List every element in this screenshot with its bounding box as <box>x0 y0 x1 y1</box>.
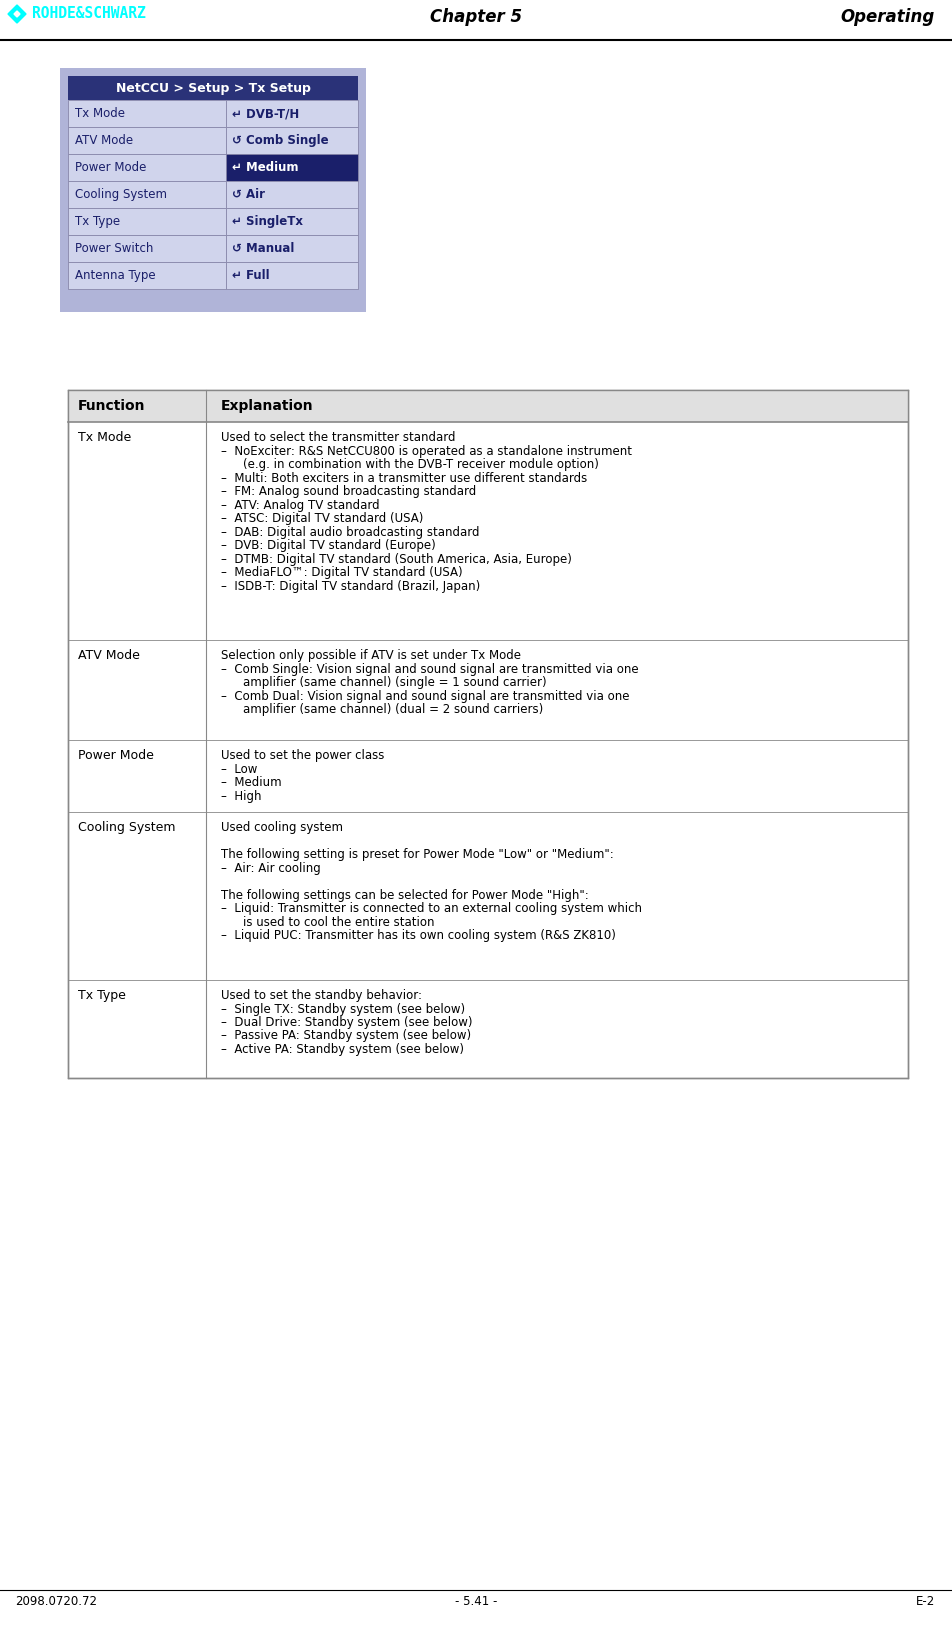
Bar <box>68 155 226 181</box>
Bar <box>226 209 358 235</box>
Text: Power Mode: Power Mode <box>75 161 147 174</box>
Text: –  ATV: Analog TV standard: – ATV: Analog TV standard <box>221 498 380 512</box>
Text: Cooling System: Cooling System <box>78 821 175 834</box>
Text: Operating: Operating <box>841 8 935 26</box>
Text: The following settings can be selected for Power Mode "High":: The following settings can be selected f… <box>221 888 588 901</box>
Text: Tx Type: Tx Type <box>78 989 126 1002</box>
Bar <box>68 77 358 99</box>
Bar <box>226 127 358 155</box>
Text: ↺ Air: ↺ Air <box>232 187 265 200</box>
Text: –  NoExciter: R&S NetCCU800 is operated as a standalone instrument: – NoExciter: R&S NetCCU800 is operated a… <box>221 445 632 458</box>
Text: –  ATSC: Digital TV standard (USA): – ATSC: Digital TV standard (USA) <box>221 512 424 525</box>
Text: –  Comb Single: Vision signal and sound signal are transmitted via one: – Comb Single: Vision signal and sound s… <box>221 663 639 676</box>
Text: amplifier (same channel) (single = 1 sound carrier): amplifier (same channel) (single = 1 sou… <box>243 676 546 689</box>
Text: Cooling System: Cooling System <box>75 187 167 200</box>
Text: - 5.41 -: - 5.41 - <box>455 1595 497 1608</box>
Text: Selection only possible if ATV is set under Tx Mode: Selection only possible if ATV is set un… <box>221 648 521 661</box>
Text: Tx Type: Tx Type <box>75 215 120 228</box>
Text: Used to set the power class: Used to set the power class <box>221 749 385 762</box>
Text: E-2: E-2 <box>916 1595 935 1608</box>
Text: The following setting is preset for Power Mode "Low" or "Medium":: The following setting is preset for Powe… <box>221 849 614 862</box>
Text: ↵ SingleTx: ↵ SingleTx <box>232 215 303 228</box>
Text: –  Medium: – Medium <box>221 775 282 788</box>
Text: –  DAB: Digital audio broadcasting standard: – DAB: Digital audio broadcasting standa… <box>221 526 480 539</box>
Bar <box>226 99 358 127</box>
Text: Power Switch: Power Switch <box>75 243 153 256</box>
Text: ↵ Full: ↵ Full <box>232 269 269 282</box>
Text: (e.g. in combination with the DVB-T receiver module option): (e.g. in combination with the DVB-T rece… <box>243 458 599 471</box>
Text: Chapter 5: Chapter 5 <box>430 8 522 26</box>
Bar <box>68 389 908 422</box>
Text: Used to set the standby behavior:: Used to set the standby behavior: <box>221 989 422 1002</box>
Bar <box>68 262 226 288</box>
Text: Used to select the transmitter standard: Used to select the transmitter standard <box>221 432 455 445</box>
Text: is used to cool the entire station: is used to cool the entire station <box>243 915 434 929</box>
Text: Power Mode: Power Mode <box>78 749 154 762</box>
Text: ↵ DVB-T/H: ↵ DVB-T/H <box>232 108 299 121</box>
Text: Tx Mode: Tx Mode <box>78 432 131 445</box>
Text: Used cooling system: Used cooling system <box>221 821 343 834</box>
Text: Tx Mode: Tx Mode <box>75 108 125 121</box>
Text: –  DTMB: Digital TV standard (South America, Asia, Europe): – DTMB: Digital TV standard (South Ameri… <box>221 552 572 565</box>
Text: amplifier (same channel) (dual = 2 sound carriers): amplifier (same channel) (dual = 2 sound… <box>243 704 544 717</box>
Bar <box>68 127 226 155</box>
Text: Function: Function <box>78 399 146 414</box>
Bar <box>226 181 358 209</box>
Text: –  Liquid: Transmitter is connected to an external cooling system which: – Liquid: Transmitter is connected to an… <box>221 902 642 915</box>
Text: ↺ Manual: ↺ Manual <box>232 243 294 256</box>
Text: 2098.0720.72: 2098.0720.72 <box>15 1595 97 1608</box>
Bar <box>68 389 908 1078</box>
Text: ATV Mode: ATV Mode <box>78 648 140 661</box>
Polygon shape <box>14 11 20 16</box>
Bar <box>226 155 358 181</box>
Text: ↺ Comb Single: ↺ Comb Single <box>232 134 328 147</box>
Text: –  FM: Analog sound broadcasting standard: – FM: Analog sound broadcasting standard <box>221 485 476 498</box>
Text: ↵ Medium: ↵ Medium <box>232 161 299 174</box>
Bar <box>226 262 358 288</box>
Text: –  Passive PA: Standby system (see below): – Passive PA: Standby system (see below) <box>221 1030 471 1043</box>
Text: –  Multi: Both exciters in a transmitter use different standards: – Multi: Both exciters in a transmitter … <box>221 471 587 484</box>
Bar <box>68 235 226 262</box>
Text: –  Comb Dual: Vision signal and sound signal are transmitted via one: – Comb Dual: Vision signal and sound sig… <box>221 689 629 702</box>
Text: –  Single TX: Standby system (see below): – Single TX: Standby system (see below) <box>221 1002 466 1015</box>
Text: –  Low: – Low <box>221 762 257 775</box>
Bar <box>68 209 226 235</box>
Text: –  High: – High <box>221 790 262 803</box>
Text: –  Dual Drive: Standby system (see below): – Dual Drive: Standby system (see below) <box>221 1016 472 1030</box>
Text: –  Liquid PUC: Transmitter has its own cooling system (R&S ZK810): – Liquid PUC: Transmitter has its own co… <box>221 929 616 942</box>
Bar <box>68 99 226 127</box>
Polygon shape <box>8 5 26 23</box>
Text: –  ISDB-T: Digital TV standard (Brazil, Japan): – ISDB-T: Digital TV standard (Brazil, J… <box>221 580 480 593</box>
Bar <box>68 181 226 209</box>
Bar <box>60 68 366 313</box>
Text: ROHDE&SCHWARZ: ROHDE&SCHWARZ <box>32 7 146 21</box>
Text: NetCCU > Setup > Tx Setup: NetCCU > Setup > Tx Setup <box>115 81 310 94</box>
Text: –  Active PA: Standby system (see below): – Active PA: Standby system (see below) <box>221 1043 464 1056</box>
Text: –  DVB: Digital TV standard (Europe): – DVB: Digital TV standard (Europe) <box>221 539 436 552</box>
Text: Antenna Type: Antenna Type <box>75 269 155 282</box>
Text: –  Air: Air cooling: – Air: Air cooling <box>221 862 321 875</box>
Text: Explanation: Explanation <box>221 399 313 414</box>
Text: –  MediaFLO™: Digital TV standard (USA): – MediaFLO™: Digital TV standard (USA) <box>221 565 463 578</box>
Bar <box>226 235 358 262</box>
Text: ATV Mode: ATV Mode <box>75 134 133 147</box>
